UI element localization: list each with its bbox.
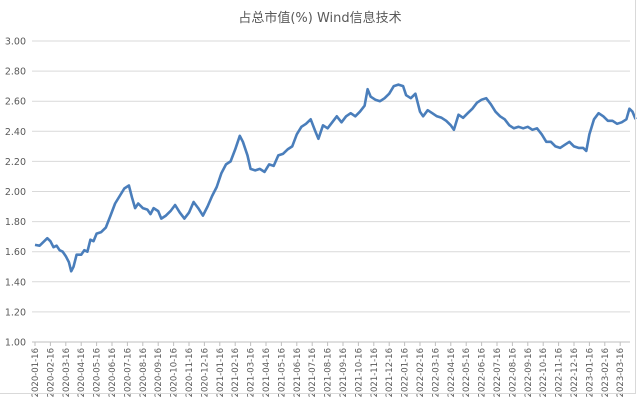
x-tick-label: 2022-12-16 — [570, 348, 580, 397]
data-line-series — [34, 83, 637, 273]
x-tick-label: 2021-04-16 — [262, 348, 272, 397]
x-tick-label: 2022-01-16 — [401, 348, 411, 397]
y-tick-label: 2.80 — [5, 67, 26, 78]
x-tick-label: 2021-05-16 — [277, 348, 287, 397]
y-tick-label: 1.40 — [5, 277, 26, 288]
x-tick-label: 2020-04-16 — [77, 348, 87, 397]
x-tick-label: 2021-06-16 — [293, 348, 303, 397]
y-tick-label: 2.40 — [5, 127, 26, 138]
x-tick-label: 2022-02-16 — [416, 348, 426, 397]
x-tick-label: 2020-02-16 — [46, 348, 56, 397]
x-tick-label: 2022-08-16 — [508, 348, 518, 397]
y-tick-label: 1.60 — [5, 247, 26, 258]
x-tick-label: 2023-02-16 — [601, 348, 611, 397]
x-tick-label: 2020-05-16 — [93, 348, 103, 397]
x-tick-label: 2020-11-16 — [185, 348, 195, 397]
y-axis-ticks: 1.00 1.20 1.40 1.60 1.80 2.00 2.20 2.40 2.60 2.80… — [5, 37, 26, 349]
x-tick-label: 2020-09-16 — [154, 348, 164, 397]
x-tick-label: 2020-03-16 — [62, 348, 72, 397]
x-tick-label: 2020-07-16 — [123, 348, 133, 397]
x-tick-label: 2021-08-16 — [324, 348, 334, 397]
y-tick-label: 2.60 — [5, 97, 26, 108]
x-tick-label: 2021-10-16 — [354, 348, 364, 397]
x-tick-label: 2020-06-16 — [108, 348, 118, 397]
y-tick-label: 1.80 — [5, 217, 26, 228]
y-tick-label: 1.00 — [5, 338, 26, 349]
x-tick-label: 2022-04-16 — [447, 348, 457, 397]
x-tick-label: 2023-01-16 — [585, 348, 595, 397]
x-tick-label: 2021-11-16 — [370, 348, 380, 397]
x-tick-label: 2020-01-16 — [31, 348, 41, 397]
x-tick-label: 2021-03-16 — [247, 348, 257, 397]
x-tick-label: 2021-07-16 — [308, 348, 318, 397]
gridlines — [32, 40, 630, 343]
y-tick-label: 1.20 — [5, 307, 26, 318]
x-tick-label: 2022-03-16 — [431, 348, 441, 397]
x-tick-label: 2022-07-16 — [493, 348, 503, 397]
y-tick-label: 2.20 — [5, 157, 26, 168]
x-tick-label: 2022-11-16 — [555, 348, 565, 397]
x-tick-label: 2022-06-16 — [478, 348, 488, 397]
x-tick-label: 2021-01-16 — [216, 348, 226, 397]
chart-title: 占总市值(%) Wind信息技术 — [238, 10, 401, 26]
y-tick-label: 2.00 — [5, 187, 26, 198]
x-tick-label: 2020-08-16 — [139, 348, 149, 397]
x-tick-label: 2021-02-16 — [231, 348, 241, 397]
x-tick-label: 2020-12-16 — [200, 348, 210, 397]
x-tick-label: 2022-09-16 — [524, 348, 534, 397]
x-tick-label: 2023-03-16 — [616, 348, 626, 397]
x-tick-label: 2021-12-16 — [385, 348, 395, 397]
chart-border — [0, 0, 636, 394]
y-tick-label: 3.00 — [5, 37, 26, 48]
x-tick-label: 2022-10-16 — [539, 348, 549, 397]
x-axis-ticks: 2020-01-16 2020-02-16 2020-03-16 2020-04-16… — [31, 342, 626, 397]
x-tick-label: 2020-10-16 — [170, 348, 180, 397]
x-tick-label: 2022-05-16 — [462, 348, 472, 397]
x-tick-label: 2021-09-16 — [339, 348, 349, 397]
